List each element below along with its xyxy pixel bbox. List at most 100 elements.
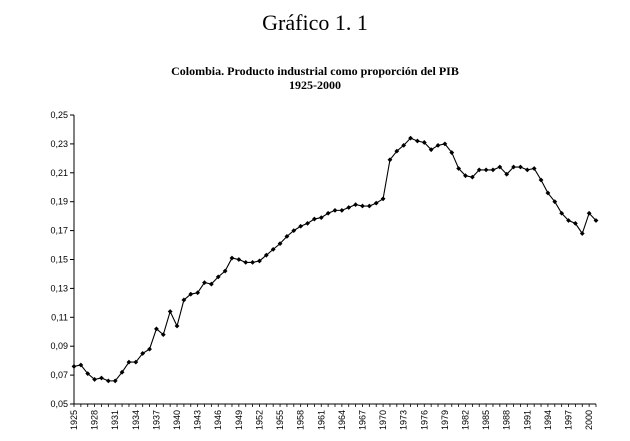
- data-point: [531, 166, 537, 171]
- data-point: [78, 362, 84, 368]
- series-markers: [71, 135, 599, 384]
- x-tick-label: 1955: [275, 410, 285, 430]
- data-point: [215, 274, 221, 280]
- data-point: [387, 157, 393, 163]
- data-point: [188, 291, 194, 297]
- chart-axes: [73, 115, 596, 405]
- data-point: [366, 203, 372, 209]
- y-tick-label: 0,11: [51, 312, 68, 322]
- data-point: [160, 332, 166, 338]
- data-point: [202, 280, 207, 286]
- data-point: [401, 142, 407, 148]
- data-point: [408, 135, 413, 141]
- y-tick-label: 0,07: [50, 370, 68, 380]
- data-point: [339, 207, 345, 213]
- data-point: [353, 202, 359, 207]
- data-point: [133, 359, 139, 365]
- data-point: [593, 218, 599, 223]
- x-tick-label: 1928: [90, 410, 100, 430]
- y-tick-label: 0,17: [50, 226, 68, 236]
- data-point: [394, 148, 400, 154]
- data-point: [518, 164, 523, 170]
- data-point: [222, 268, 228, 274]
- data-point: [421, 140, 427, 145]
- data-point: [229, 255, 235, 261]
- x-tick-label: 1976: [419, 410, 429, 430]
- data-point: [586, 210, 592, 216]
- x-tick-label: 1931: [110, 410, 120, 430]
- x-tick-label: 1991: [522, 410, 532, 430]
- data-point: [579, 231, 585, 236]
- x-tick-label: 1940: [172, 410, 182, 430]
- x-tick-label: 1979: [440, 410, 450, 430]
- x-tick-label: 1994: [543, 410, 553, 430]
- x-tick-label: 1943: [193, 410, 203, 430]
- data-point: [298, 223, 304, 229]
- x-tick-label: 1958: [296, 410, 306, 430]
- data-point: [476, 167, 482, 173]
- y-tick-label: 0,15: [50, 255, 68, 265]
- data-point: [497, 164, 503, 170]
- data-point: [305, 220, 310, 226]
- data-point: [415, 138, 420, 144]
- series-line: [73, 137, 597, 382]
- data-point: [524, 167, 530, 173]
- data-point: [504, 171, 510, 177]
- data-point: [257, 258, 262, 264]
- x-tick-label: 1988: [502, 410, 512, 430]
- data-point: [545, 190, 551, 196]
- data-point: [263, 252, 269, 258]
- data-point: [85, 371, 91, 377]
- x-tick-label: 1961: [316, 410, 326, 430]
- y-tick-label: 0,13: [50, 283, 68, 293]
- data-point: [99, 375, 104, 381]
- data-point: [243, 259, 249, 265]
- data-point: [469, 174, 475, 180]
- y-tick-label: 0,25: [50, 110, 68, 120]
- data-point: [511, 164, 516, 170]
- data-point: [140, 351, 146, 356]
- y-tick-label: 0,23: [50, 139, 68, 149]
- x-axis-ticks: 1925 1928 1931 1934 1937 1940 1943 1946 1949 1952…: [69, 404, 597, 430]
- data-point: [147, 346, 152, 352]
- x-tick-label: 1982: [461, 410, 471, 430]
- data-point: [325, 210, 331, 216]
- data-point: [277, 241, 283, 247]
- data-point: [456, 166, 462, 171]
- data-point: [174, 323, 180, 329]
- chart-title-block: Colombia. Producto industrial como propo…: [0, 64, 630, 92]
- y-tick-label: 0,19: [50, 197, 68, 207]
- data-point: [181, 297, 187, 303]
- x-tick-label: 1952: [254, 410, 264, 430]
- data-point: [270, 246, 276, 252]
- data-point: [154, 326, 159, 332]
- x-tick-label: 1949: [234, 410, 244, 430]
- data-point: [449, 150, 455, 155]
- data-point: [71, 364, 77, 369]
- x-tick-label: 2000: [584, 410, 594, 430]
- data-point: [490, 167, 496, 173]
- y-tick-label: 0,05: [50, 399, 68, 409]
- data-point: [291, 228, 297, 233]
- x-tick-label: 1925: [69, 410, 79, 430]
- x-tick-label: 1997: [564, 410, 574, 430]
- data-point: [167, 309, 173, 314]
- data-point: [435, 142, 441, 148]
- data-point: [566, 218, 571, 223]
- y-axis-ticks: 0,05 0,07 0,09 0,11 0,13 0,15 0,17 0,19 0,21 0,23…: [50, 110, 74, 409]
- data-point: [195, 290, 201, 296]
- data-point: [311, 216, 317, 222]
- data-point: [483, 167, 489, 173]
- x-tick-label: 1934: [131, 410, 141, 430]
- data-point: [373, 200, 379, 206]
- data-point: [572, 220, 578, 226]
- x-tick-label: 1937: [151, 410, 161, 430]
- x-tick-label: 1967: [357, 410, 367, 430]
- data-point: [332, 207, 338, 213]
- chart-title: Colombia. Producto industrial como propo…: [171, 64, 459, 78]
- x-tick-label: 1985: [481, 410, 491, 430]
- y-tick-label: 0,21: [50, 168, 68, 178]
- x-tick-label: 1970: [378, 410, 388, 430]
- x-tick-label: 1973: [399, 410, 409, 430]
